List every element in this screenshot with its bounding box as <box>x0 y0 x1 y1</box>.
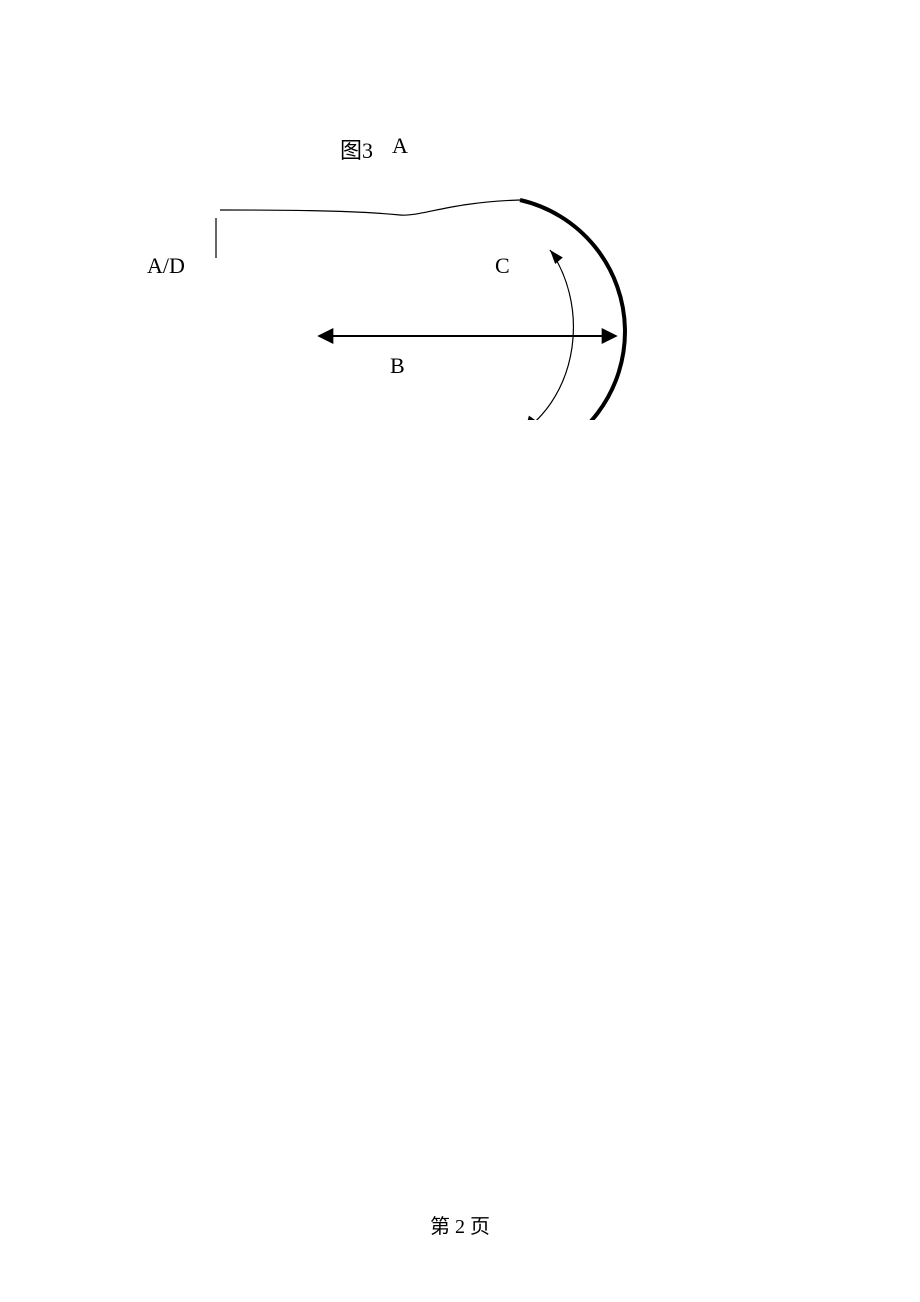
inner-arrow-head-top <box>550 250 563 264</box>
figure-caption: 图3 <box>340 133 373 165</box>
label-a: A <box>392 133 408 159</box>
page-footer: 第 2 页 <box>0 1210 920 1239</box>
label-b: B <box>390 353 405 379</box>
inner-arrow-head-bottom <box>525 416 537 420</box>
page-root: 图3 A A/D C B 第 2 页 <box>0 0 920 1302</box>
diagram-svg <box>120 90 640 420</box>
label-c: C <box>495 253 510 279</box>
label-ad: A/D <box>147 253 185 279</box>
diagram-container <box>120 90 640 425</box>
magnet-top-outline <box>220 200 520 215</box>
